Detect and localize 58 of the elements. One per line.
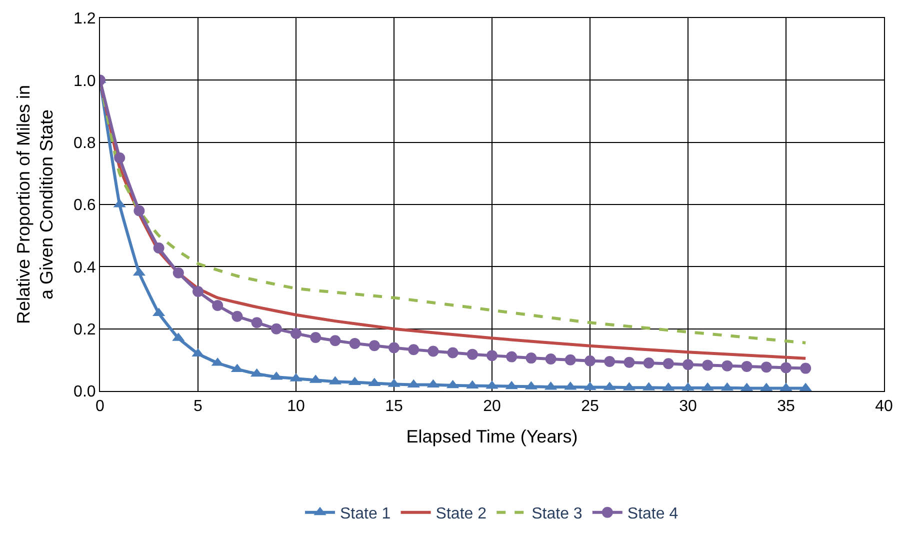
point — [702, 360, 714, 371]
point — [486, 350, 498, 362]
point — [428, 346, 439, 357]
point — [134, 205, 145, 216]
point — [330, 335, 341, 346]
point — [760, 362, 772, 373]
y-tick-label: 1.0 — [74, 72, 96, 90]
point — [584, 355, 596, 366]
point — [564, 354, 576, 366]
point — [722, 360, 733, 372]
x-tick-label: 20 — [483, 398, 501, 416]
x-axis-title: Elapsed Time (Years) — [406, 426, 578, 446]
point — [662, 358, 674, 370]
y-tick-label: 0.4 — [74, 259, 96, 276]
point — [310, 332, 322, 344]
point — [506, 351, 518, 362]
y-tick-label: 1.2 — [74, 10, 96, 28]
x-tick-label: 30 — [679, 398, 697, 416]
x-tick-label: 40 — [875, 398, 893, 416]
point — [114, 152, 126, 164]
point — [643, 358, 654, 369]
point — [408, 344, 420, 356]
legend-label: State 3 — [532, 506, 582, 523]
point — [368, 340, 380, 352]
y-axis-title: Relative Proportion of Miles in a Given Condition State — [13, 84, 57, 324]
point — [466, 348, 478, 360]
y-tick-label: 0.2 — [74, 321, 96, 338]
point — [780, 362, 792, 374]
point — [741, 360, 752, 372]
x-tick-label: 15 — [385, 398, 403, 416]
point — [800, 362, 812, 374]
point — [624, 356, 635, 368]
legend-label: State 1 — [340, 506, 391, 523]
point — [172, 267, 184, 278]
point — [192, 286, 204, 298]
y-tick-label: 0.8 — [74, 134, 96, 152]
x-tick-label: 25 — [581, 398, 599, 416]
point — [251, 317, 262, 328]
point — [270, 323, 282, 334]
point — [545, 353, 556, 364]
point — [232, 310, 243, 322]
x-tick-label: 5 — [194, 398, 203, 416]
x-tick-label: 35 — [777, 398, 795, 416]
point — [604, 356, 616, 367]
point — [526, 352, 537, 364]
x-tick-label: 10 — [287, 398, 305, 416]
point — [388, 342, 400, 354]
point — [212, 300, 224, 312]
point — [349, 338, 360, 349]
point — [290, 328, 302, 339]
legend-label: State 4 — [627, 506, 678, 523]
point — [682, 359, 694, 370]
point — [447, 347, 458, 358]
x-tick-label: 0 — [96, 398, 105, 416]
point — [153, 242, 164, 254]
y-tick-label: 0.0 — [74, 384, 96, 401]
y-tick-label: 0.6 — [74, 197, 96, 214]
legend-label: State 2 — [436, 506, 487, 523]
